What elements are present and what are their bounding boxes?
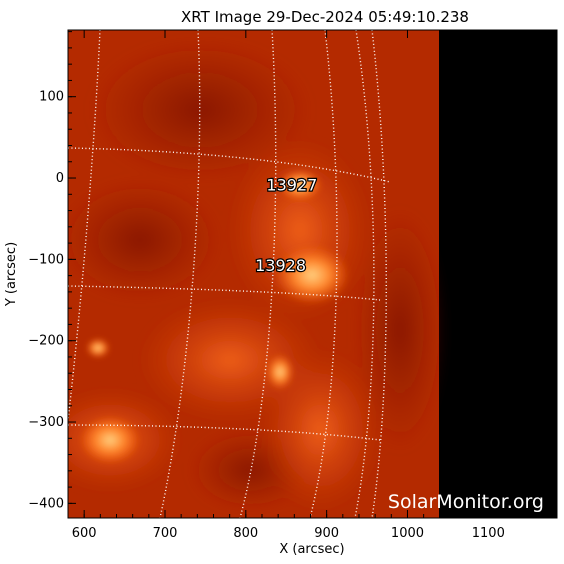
dark-region [68,180,220,300]
bright-active-region [274,245,350,305]
x-tick-label: 1100 [472,526,505,541]
y-axis-label: Y (arcsec) [4,242,19,307]
x-tick-label: 800 [233,526,258,541]
plot-frame [67,29,558,519]
y-tick-label: −100 [28,252,64,267]
figure-title: XRT Image 29-Dec-2024 05:49:10.238 [181,8,469,26]
longitude-line [159,30,201,518]
x-tick-label: 700 [153,526,178,541]
y-tick-label: 0 [56,171,64,186]
x-tick-label: 600 [72,526,97,541]
x-axis: 600 700 800 900 1000 1100 [67,30,554,541]
dark-region [355,210,445,450]
watermark: SolarMonitor.org [388,491,544,513]
latitude-line [68,285,381,301]
x-axis-label: X (arcsec) [279,542,344,557]
solar-disk-image: 13927 13928 SolarMonitor.org [68,30,557,518]
diffuse-glow [260,350,380,510]
active-region-label: 13927 [266,176,317,195]
y-tick-label: 100 [39,90,64,105]
y-axis: 100 0 −100 −200 −300 −400 [28,31,557,511]
bright-loop [266,354,294,390]
bright-spot [86,338,110,358]
active-region-label: 13928 [255,256,306,275]
heliographic-grid [68,30,391,518]
latitude-line [68,424,381,441]
y-tick-label: −400 [28,496,64,511]
bright-active-region [278,169,322,201]
y-tick-label: −200 [28,334,64,349]
y-tick-label: −300 [28,415,64,430]
dark-region [90,40,310,180]
x-tick-label: 900 [314,526,339,541]
x-tick-label: 1000 [391,526,424,541]
bright-loop [80,416,140,464]
